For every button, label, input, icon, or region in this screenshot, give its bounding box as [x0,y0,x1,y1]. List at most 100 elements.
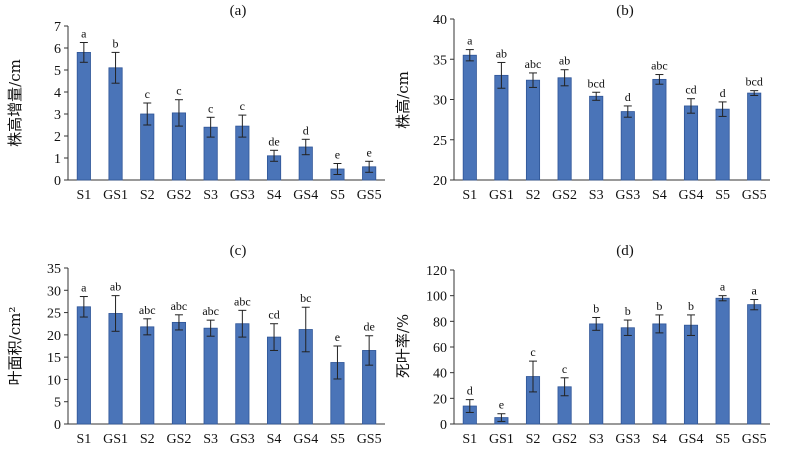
significance-label-GS1: ab [496,46,507,60]
y-tick-label: 100 [426,290,447,305]
significance-label-GS4: b [688,299,694,313]
significance-label-GS1: b [113,36,119,50]
x-tick-label-S4: S4 [652,188,667,203]
x-tick-label-S5: S5 [330,432,345,447]
y-tick-label: 35 [433,53,447,68]
y-axis-title: 死叶率/% [394,314,412,378]
x-tick-label-GS2: GS2 [166,188,191,203]
significance-label-GS3: d [625,90,631,104]
x-tick-label-S2: S2 [140,188,155,203]
significance-label-S5: d [720,86,726,100]
x-tick-label-S2: S2 [140,432,155,447]
x-tick-label-S3: S3 [203,432,218,447]
y-tick-label: 0 [54,418,61,433]
x-tick-label-S3: S3 [589,432,604,447]
y-tick-label: 1 [54,152,61,167]
y-tick-label: 60 [433,341,447,356]
significance-label-S3: b [593,301,599,315]
bar-GS1 [108,67,123,181]
significance-label-S1: a [81,27,87,41]
significance-label-S3: bcd [588,76,605,90]
significance-label-S5: e [335,330,340,344]
chart-panel-1: 0 1 2 3 4 5 6 7 (a) 株高增量/cm a S1 b GS1 c S2 c GS2 c S3 c GS3 d… [6,3,385,203]
y-axis-title: 叶面积/cm² [6,307,24,386]
bar-S3 [589,323,604,425]
y-tick-label: 0 [440,418,447,433]
panel-label: (d) [616,243,634,259]
significance-label-GS2: c [562,362,567,376]
y-tick-label: 25 [47,307,61,322]
x-tick-label-GS4: GS4 [293,432,318,447]
bar-GS3 [620,327,635,425]
bar-GS2 [557,77,572,181]
x-tick-label-S3: S3 [589,188,604,203]
x-tick-label-GS2: GS2 [166,432,191,447]
y-tick-label: 2 [54,130,61,145]
bar-GS3 [620,111,635,181]
y-tick-label: 3 [54,108,61,123]
x-tick-label-GS3: GS3 [230,432,255,447]
bar-S3 [203,327,218,425]
y-tick-label: 15 [47,351,61,366]
x-tick-label-S4: S4 [267,188,282,203]
bar-GS5 [747,304,762,425]
bar-GS1 [494,74,509,181]
bar-S3 [589,95,604,181]
significance-label-S2: c [530,345,535,359]
bar-S1 [76,52,91,181]
bar-GS4 [683,105,699,181]
chart-panel-3: 0 5 10 15 20 25 30 35 (c) 叶面积/cm² a S1 ab GS1 abc S2 abc… [6,243,385,447]
bar-S4 [652,323,667,425]
x-tick-label-GS5: GS5 [357,432,382,447]
significance-label-S4: abc [651,59,668,73]
y-axis-title: 株高增量/cm [6,59,24,147]
y-tick-label: 25 [433,134,447,149]
significance-label-S4: b [656,299,662,313]
x-tick-label-GS1: GS1 [103,188,128,203]
x-tick-label-S2: S2 [526,432,541,447]
x-tick-label-S2: S2 [526,188,541,203]
chart-panel-2: 20 25 30 35 40 (b) 株高/cm a S1 ab GS1 abc S2 ab GS2 bcd S… [394,3,770,203]
bar-S5 [715,297,730,425]
significance-label-GS5: e [366,145,371,159]
x-tick-label-GS5: GS5 [742,432,767,447]
significance-label-GS4: cd [685,83,696,97]
x-tick-label-GS2: GS2 [552,432,577,447]
y-tick-label: 30 [433,94,447,109]
significance-label-GS5: bcd [746,75,763,89]
y-tick-label: 30 [47,284,61,299]
x-tick-label-GS1: GS1 [103,432,128,447]
y-axis-title: 株高/cm [394,71,412,129]
y-tick-label: 20 [433,174,447,189]
y-tick-label: 5 [54,396,61,411]
x-tick-label-GS3: GS3 [615,188,640,203]
x-tick-label-GS5: GS5 [357,188,382,203]
x-tick-label-S3: S3 [203,188,218,203]
y-tick-label: 4 [54,86,61,101]
x-tick-label-GS1: GS1 [489,188,514,203]
bar-GS2 [171,321,187,425]
significance-label-GS1: ab [110,280,121,294]
significance-label-GS3: c [240,99,245,113]
bar-GS4 [683,324,699,425]
x-tick-label-GS5: GS5 [742,188,767,203]
x-tick-label-S1: S1 [462,188,477,203]
x-tick-label-S1: S1 [76,188,91,203]
significance-label-S5: e [335,148,340,162]
significance-label-S1: d [467,384,473,398]
panel-label: (c) [230,243,247,259]
significance-label-GS4: bc [300,291,311,305]
bar-S2 [525,79,541,181]
x-tick-label-GS3: GS3 [615,432,640,447]
y-tick-label: 10 [47,373,61,388]
bar-S4 [652,78,667,181]
x-tick-label-S5: S5 [715,432,730,447]
bar-S2 [140,326,155,425]
bar-S1 [462,54,477,181]
significance-label-GS3: b [625,304,631,318]
significance-label-S2: abc [139,303,156,317]
x-tick-label-S4: S4 [652,432,667,447]
significance-label-S4: cd [268,308,279,322]
x-tick-label-GS3: GS3 [230,188,255,203]
significance-label-GS4: d [303,123,309,137]
